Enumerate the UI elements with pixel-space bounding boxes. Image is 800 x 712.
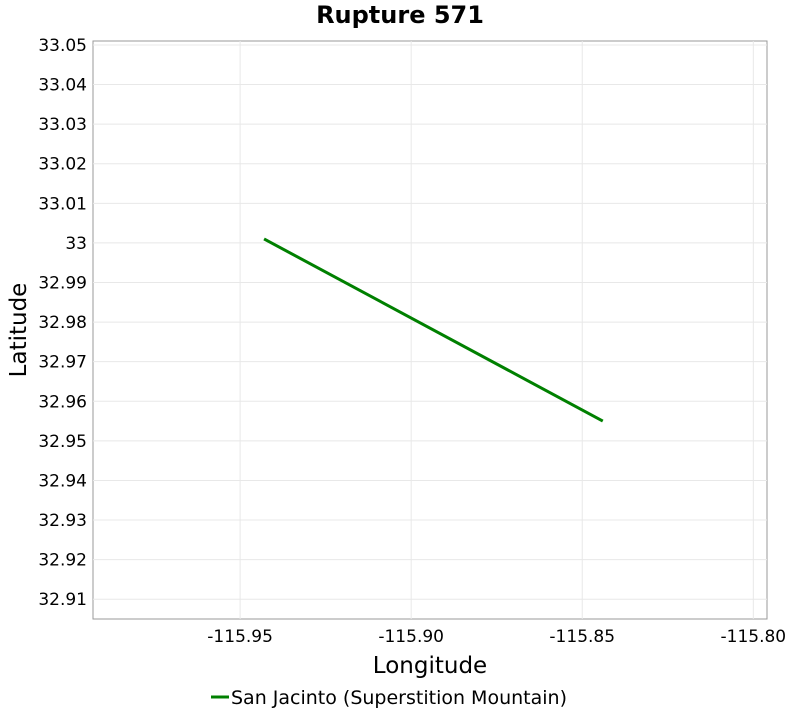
plot-area (92, 40, 768, 620)
y-tick-label: 32.92 (38, 551, 87, 571)
y-tick-label: 33.04 (38, 76, 87, 96)
chart-title: Rupture 571 (316, 1, 484, 29)
series (263, 237, 604, 423)
grid (93, 41, 767, 619)
y-tick-label: 33 (65, 234, 87, 254)
y-tick-label: 33.02 (38, 155, 87, 175)
y-tick-label: 32.97 (38, 353, 87, 373)
y-axis-ticks: 32.91 32.92 32.93 32.94 32.95 32.96 32.97 32.98… (38, 36, 87, 610)
y-tick-label: 32.94 (38, 471, 87, 491)
x-tick-label: -115.80 (721, 627, 787, 647)
x-tick-label: -115.95 (207, 627, 273, 647)
y-tick-label: 33.03 (38, 115, 87, 135)
y-axis-label: Latitude (6, 283, 32, 378)
y-tick-label: 33.05 (38, 36, 87, 56)
y-tick-label: 32.99 (38, 273, 87, 293)
x-axis-label: Longitude (373, 653, 487, 679)
y-tick-label: 32.98 (38, 313, 87, 333)
x-tick-label: -115.85 (549, 627, 615, 647)
series-line (263, 237, 604, 423)
x-tick-label: -115.90 (378, 627, 444, 647)
y-tick-label: 32.96 (38, 392, 87, 412)
x-axis-ticks: -115.95 -115.90 -115.85 -115.80 (207, 627, 786, 647)
y-tick-label: 32.91 (38, 590, 87, 610)
legend: San Jacinto (Superstition Mountain) (211, 687, 567, 709)
y-tick-label: 32.95 (38, 432, 87, 452)
y-tick-label: 32.93 (38, 511, 87, 531)
legend-label: San Jacinto (Superstition Mountain) (231, 687, 567, 709)
y-tick-label: 33.01 (38, 194, 87, 214)
